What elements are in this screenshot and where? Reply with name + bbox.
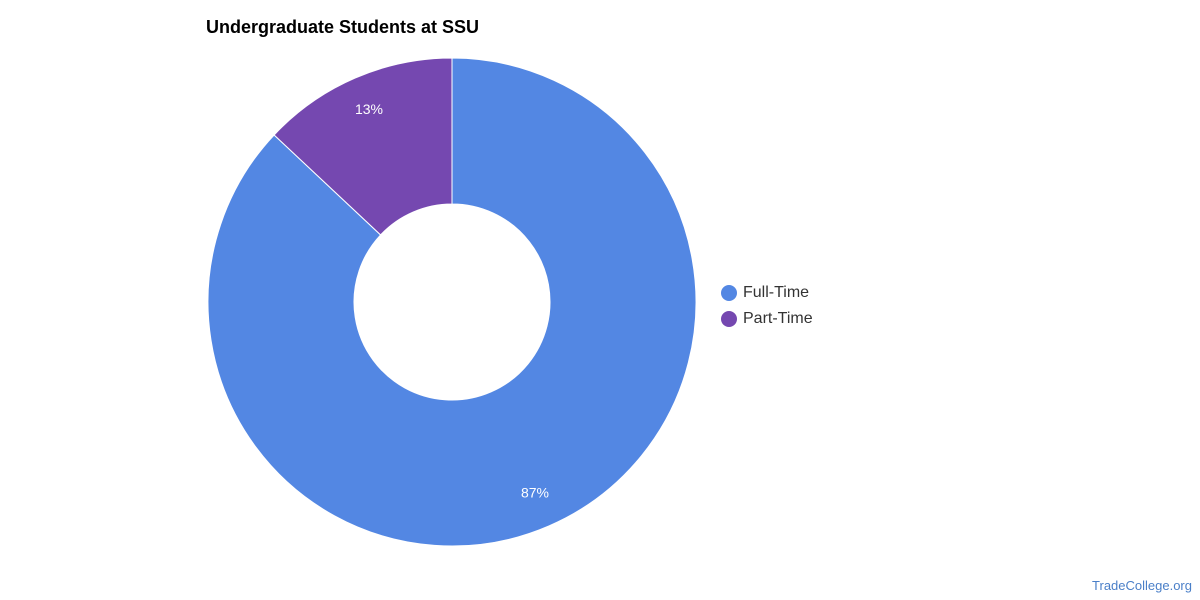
- slice-full-time[interactable]: [207, 57, 697, 547]
- legend: Full-Time Part-Time: [721, 280, 813, 332]
- chart-title: Undergraduate Students at SSU: [206, 17, 480, 37]
- legend-item-part-time[interactable]: Part-Time: [721, 306, 813, 332]
- slice-label-part-time: 13%: [355, 101, 383, 117]
- legend-swatch-part-time: [721, 311, 737, 327]
- watermark: TradeCollege.org: [1092, 578, 1192, 593]
- slice-part-time[interactable]: [273, 57, 453, 236]
- legend-label-full-time: Full-Time: [743, 284, 810, 301]
- slice-label-full-time: 87%: [521, 484, 549, 500]
- legend-swatch-full-time: [721, 285, 737, 301]
- legend-label-part-time: Part-Time: [743, 310, 813, 327]
- legend-item-full-time[interactable]: Full-Time: [721, 280, 813, 306]
